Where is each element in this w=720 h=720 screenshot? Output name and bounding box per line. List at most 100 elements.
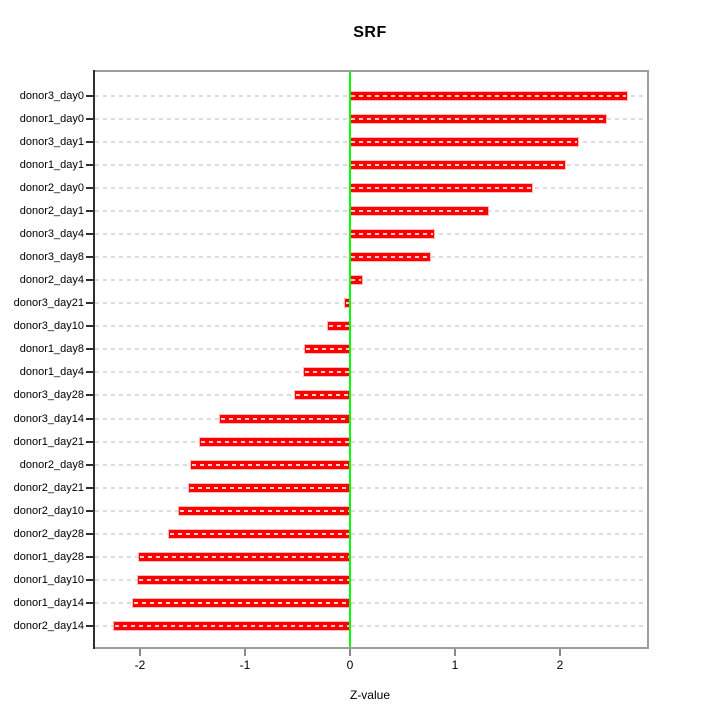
bar-inner-dash [304, 371, 349, 374]
x-axis-tick [349, 649, 351, 656]
bar [169, 529, 350, 538]
bar [350, 114, 607, 123]
grid-line [95, 509, 645, 512]
y-axis-tick [86, 579, 93, 582]
y-axis-tick [86, 117, 93, 120]
category-label: donor3_day1 [19, 135, 84, 148]
y-axis-tick [86, 256, 93, 259]
category-label: donor1_day4 [19, 366, 84, 379]
bar [344, 299, 350, 308]
bar-inner-dash [220, 417, 349, 420]
y-axis-tick [86, 463, 93, 466]
bar-inner-dash [305, 348, 349, 351]
bar-inner-dash [351, 232, 433, 235]
bar [350, 183, 532, 192]
bar [191, 460, 350, 469]
bar-inner-dash [170, 532, 349, 535]
bar-inner-dash [138, 579, 349, 582]
bar [350, 160, 566, 169]
grid-line [95, 602, 645, 605]
bar [304, 345, 350, 354]
bar [350, 91, 628, 100]
category-label: donor2_day21 [13, 481, 84, 494]
grid-line [95, 625, 645, 628]
bar [350, 137, 578, 146]
plot-box-bottom [93, 647, 649, 649]
grid-line [95, 417, 645, 420]
category-label: donor1_day21 [13, 435, 84, 448]
bar-inner-dash [133, 602, 349, 605]
y-axis-tick [86, 163, 93, 166]
plot-box-right [647, 70, 649, 649]
bar-inner-dash [351, 279, 361, 282]
category-label: donor3_day10 [13, 320, 84, 333]
category-label: donor1_day1 [19, 158, 84, 171]
bar-inner-dash [351, 256, 429, 259]
bar-inner-dash [351, 186, 531, 189]
bar [295, 391, 350, 400]
y-axis-tick [86, 232, 93, 235]
grid-line [95, 463, 645, 466]
category-label: donor2_day28 [13, 527, 84, 540]
y-axis-tick [86, 348, 93, 351]
grid-line [95, 394, 645, 397]
bar-inner-dash [114, 625, 349, 628]
category-label: donor1_day14 [13, 597, 84, 610]
y-axis-line [93, 70, 95, 649]
y-axis-tick [86, 302, 93, 305]
x-axis-title: Z-value [349, 688, 390, 702]
bar [350, 206, 488, 215]
y-axis-tick [86, 209, 93, 212]
bar [350, 229, 434, 238]
x-tick-label: -1 [239, 658, 251, 672]
category-label: donor1_day0 [19, 112, 84, 125]
y-axis-tick [86, 532, 93, 535]
category-label: donor2_day4 [19, 274, 84, 287]
bar [350, 276, 362, 285]
category-label: donor3_day4 [19, 227, 84, 240]
y-axis-tick [86, 486, 93, 489]
bar [138, 552, 350, 561]
x-tick-label: -2 [134, 658, 146, 672]
y-axis-tick [86, 371, 93, 374]
grid-line [95, 440, 645, 443]
bar-inner-dash [179, 509, 349, 512]
grid-line [95, 279, 645, 282]
x-axis-tick [454, 649, 456, 656]
bar-inner-dash [190, 486, 349, 489]
bar [327, 322, 350, 331]
category-label: donor1_day10 [13, 574, 84, 587]
x-axis-tick [559, 649, 561, 656]
bar [189, 483, 350, 492]
category-label: donor1_day28 [13, 550, 84, 563]
category-label: donor3_day14 [13, 412, 84, 425]
x-tick-label: 0 [346, 658, 354, 672]
bar [113, 622, 350, 631]
bar-inner-dash [200, 440, 349, 443]
plot-area [93, 72, 647, 647]
category-label: donor2_day8 [19, 458, 84, 471]
category-label: donor1_day8 [19, 343, 84, 356]
bar [219, 414, 350, 423]
bar-inner-dash [139, 555, 349, 558]
bar-inner-dash [192, 463, 349, 466]
zero-line [349, 72, 351, 647]
y-axis-tick [86, 394, 93, 397]
bar [137, 576, 350, 585]
y-axis-tick [86, 186, 93, 189]
bar-inner-dash [351, 163, 565, 166]
bar-inner-dash [328, 325, 349, 328]
x-axis-tick [139, 649, 141, 656]
y-axis-tick [86, 440, 93, 443]
y-axis-tick [86, 325, 93, 328]
bar [303, 368, 350, 377]
bar [199, 437, 350, 446]
y-axis-tick [86, 140, 93, 143]
bar-inner-dash [351, 209, 487, 212]
bar-inner-dash [345, 302, 349, 305]
bar-inner-dash [351, 117, 606, 120]
grid-line [95, 532, 645, 535]
grid-line [95, 325, 645, 328]
category-label: donor3_day28 [13, 389, 84, 402]
